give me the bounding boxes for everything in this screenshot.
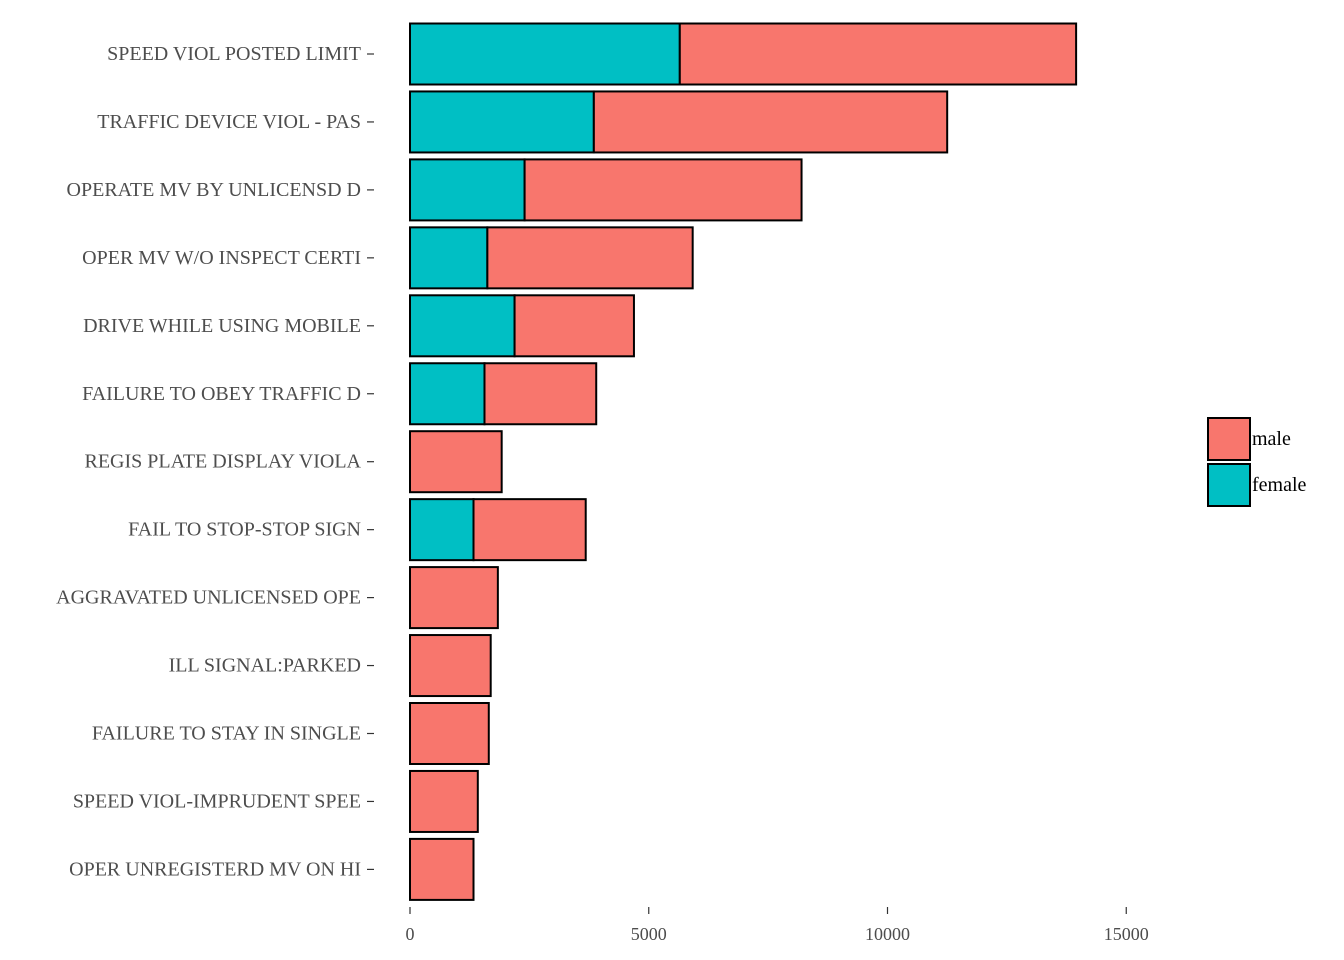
bar-male-10 [409,702,490,765]
bar-female-1 [409,90,595,154]
bar-male-5 [483,362,598,426]
legend-label-male: male [1252,428,1291,450]
category-label: SPEED VIOL-IMPRUDENT SPEE [73,790,361,812]
value-axis: 0 5000 10000 15000 [406,907,1149,944]
bar-male-2 [523,158,803,222]
category-axis: SPEED VIOL POSTED LIMIT TRAFFIC DEVICE VI… [56,43,374,880]
category-label: TRAFFIC DEVICE VIOL - PAS [97,111,361,133]
category-label: OPERATE MV BY UNLICENSD D [67,179,361,201]
category-label: SPEED VIOL POSTED LIMIT [107,43,361,65]
bar-male-9 [409,634,492,698]
category-label: DRIVE WHILE USING MOBILE [83,315,361,337]
bar-male-12 [409,837,475,901]
x-tick-label: 5000 [631,924,667,944]
bar-female-0 [409,22,681,86]
bar-female-7 [409,498,475,562]
legend-label-female: female [1252,474,1307,496]
bar-male-11 [409,769,479,833]
category-label: FAILURE TO STAY IN SINGLE [92,723,361,745]
bar-male-3 [486,226,694,290]
bar-female-4 [409,294,516,358]
bar-female-3 [409,226,489,290]
bar-male-7 [472,498,587,562]
category-label: OPER UNREGISTERD MV ON HI [69,858,361,880]
legend: male female [1207,417,1307,507]
bar-male-0 [678,22,1078,86]
bar-female-5 [409,362,486,426]
category-label: FAILURE TO OBEY TRAFFIC D [82,383,361,405]
legend-key-male [1207,417,1251,461]
bar-male-4 [513,294,635,358]
x-tick-label: 0 [406,924,415,944]
category-label: REGIS PLATE DISPLAY VIOLA [84,451,361,473]
category-label: AGGRAVATED UNLICENSED OPE [56,587,361,609]
bar-male-6 [409,430,503,494]
bars-layer [409,22,1078,901]
x-tick-label: 10000 [865,924,910,944]
category-label: ILL SIGNAL:PARKED [169,655,361,677]
bar-male-8 [409,566,499,630]
x-tick-label: 15000 [1104,924,1149,944]
legend-key-female [1207,463,1251,507]
category-label: OPER MV W/O INSPECT CERTI [82,247,361,269]
category-label: FAIL TO STOP-STOP SIGN [128,519,361,541]
bar-female-2 [409,158,526,222]
bar-male-1 [592,90,949,154]
